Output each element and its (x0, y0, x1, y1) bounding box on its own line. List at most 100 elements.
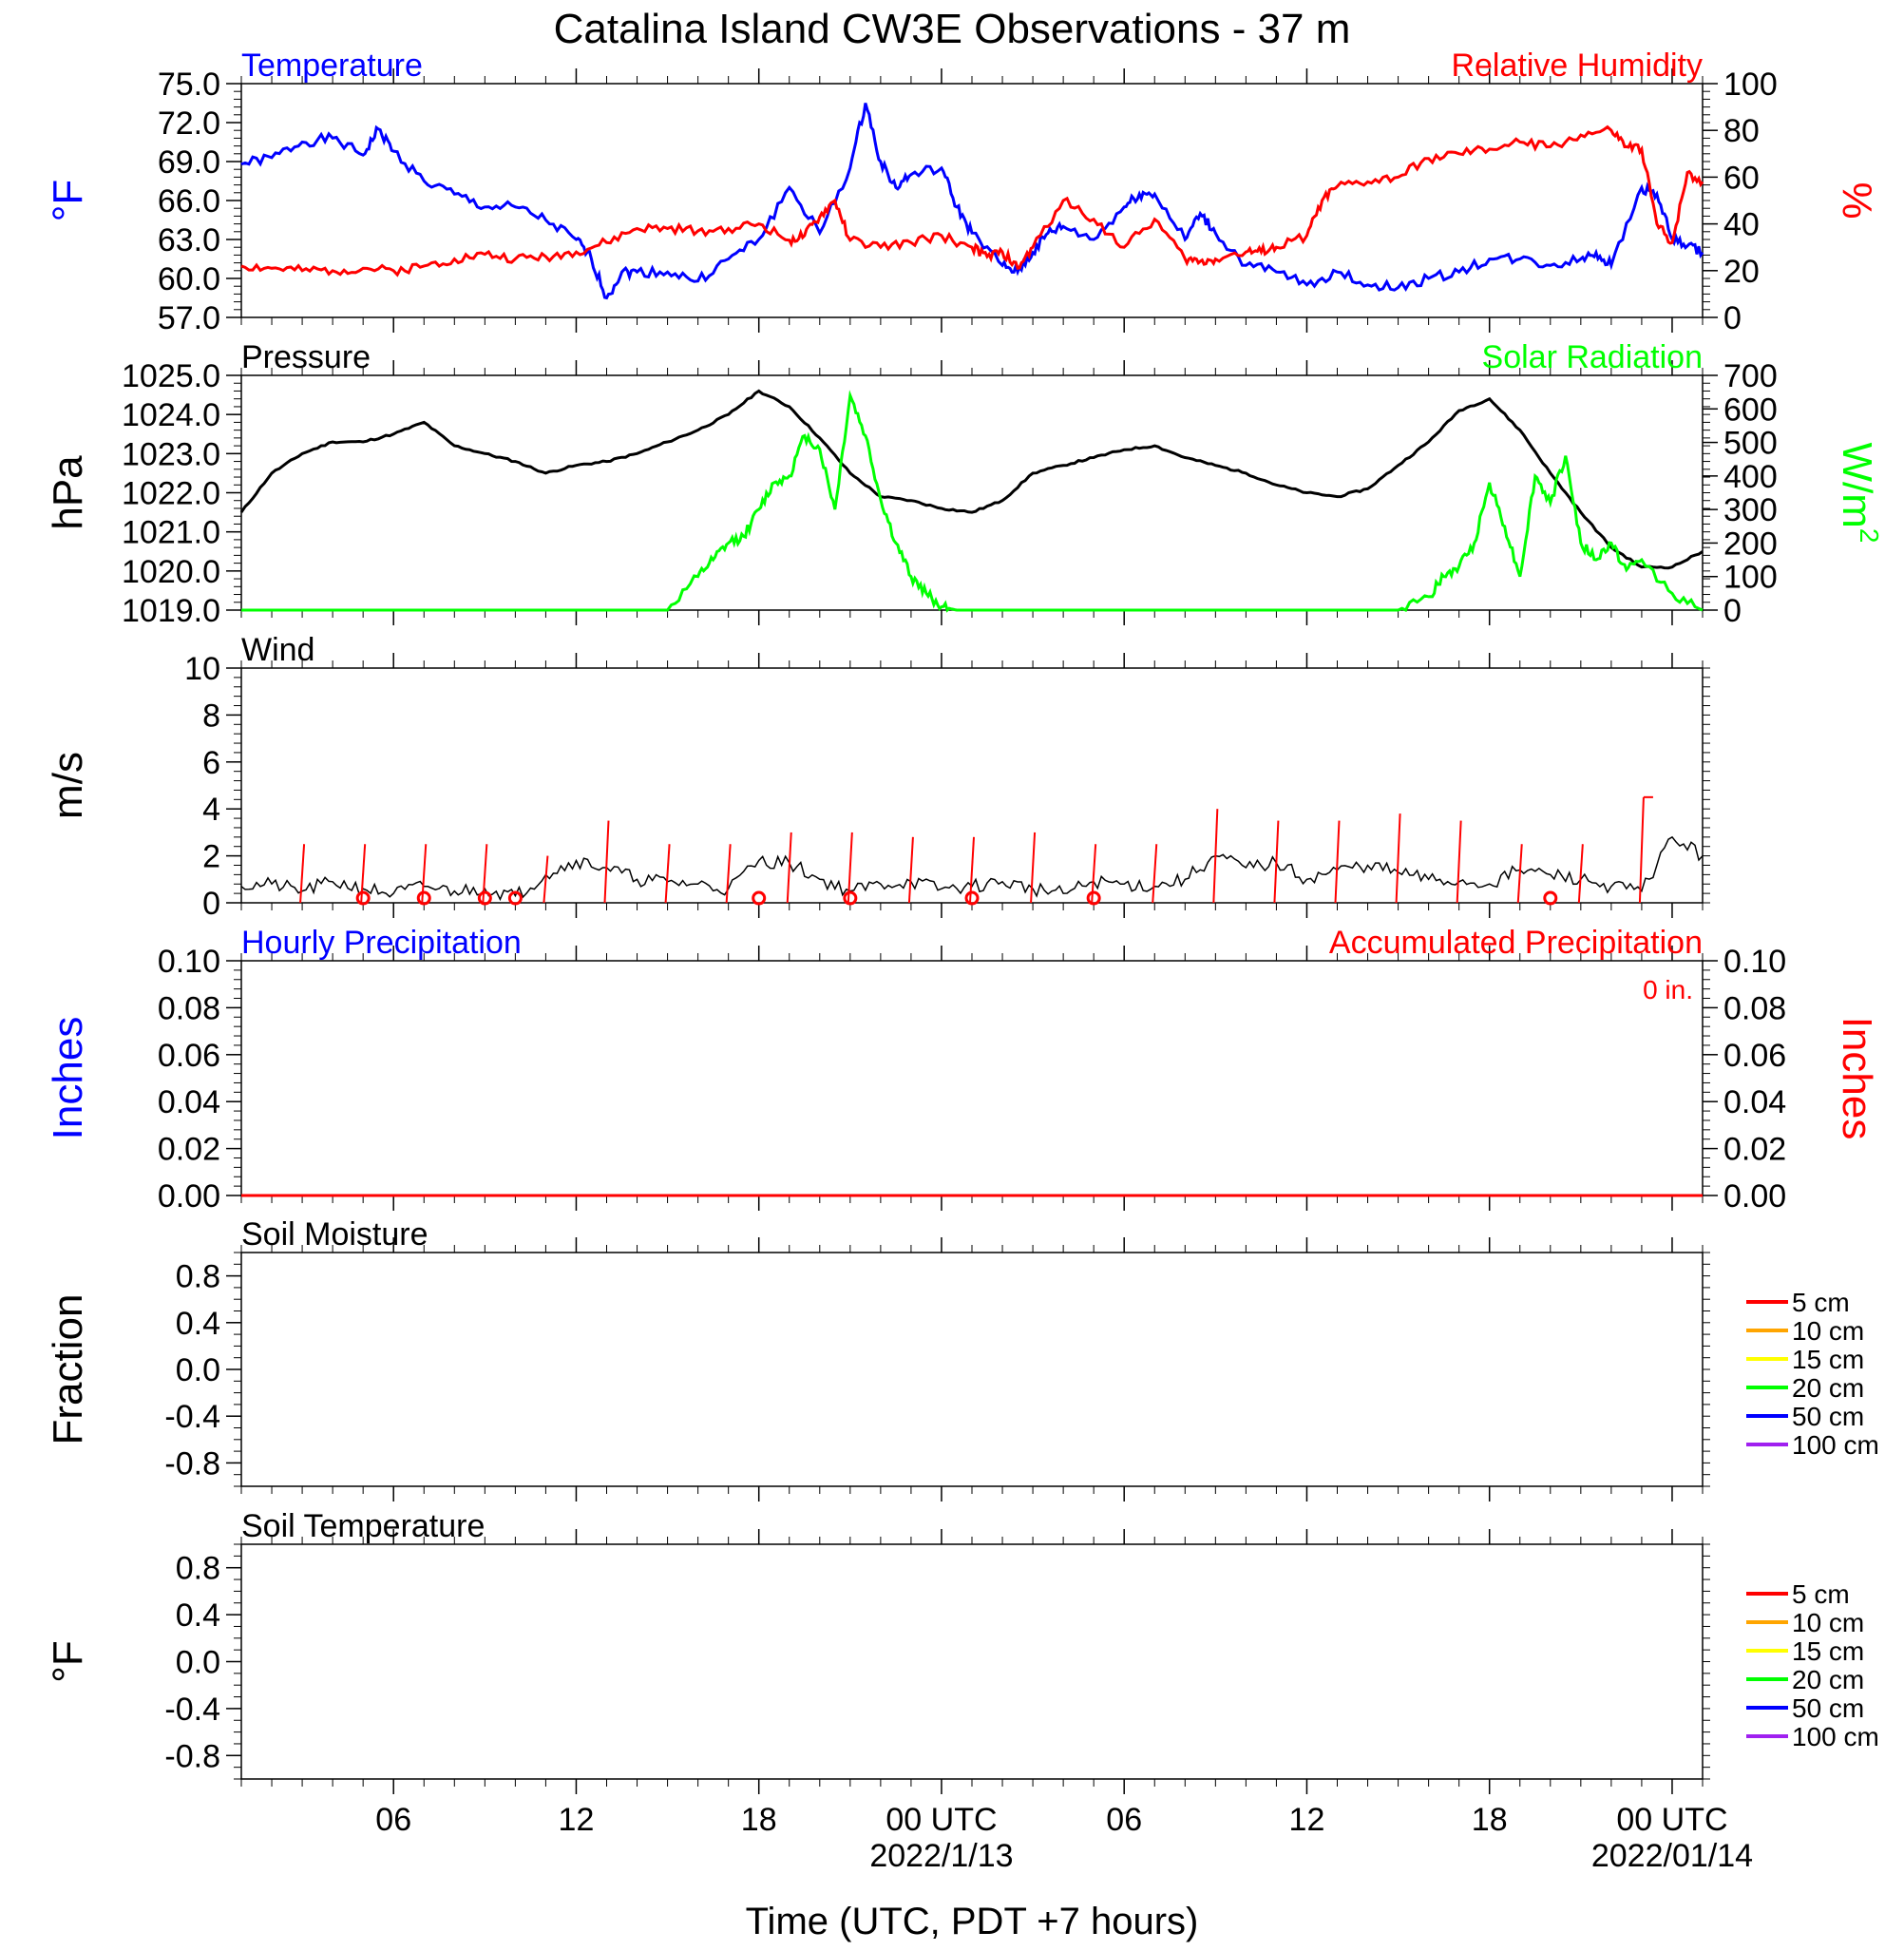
left-tick-label: 1025.0 (122, 358, 220, 394)
left-tick-label: -0.8 (164, 1738, 220, 1774)
right-tick-label: 700 (1723, 358, 1778, 394)
legend-label: 20 cm (1792, 1665, 1864, 1694)
panel-left-title: Soil Moisture (241, 1216, 428, 1253)
left-tick-label: 1023.0 (122, 436, 220, 472)
left-tick-label: 60.0 (158, 261, 220, 297)
right-tick-label: 300 (1723, 492, 1778, 528)
wind-barb (847, 832, 853, 904)
panel-left-title: Pressure (241, 339, 371, 375)
left-tick-label: 1024.0 (122, 397, 220, 433)
left-tick-label: 69.0 (158, 144, 220, 181)
wind-barb (786, 832, 792, 904)
wind-barb (1577, 844, 1584, 904)
wind-barb (1456, 820, 1462, 904)
series-line-pressure (239, 389, 1704, 570)
left-tick-label: -0.4 (164, 1692, 220, 1728)
left-tick-label: 4 (202, 792, 220, 828)
right-tick-label: 0.04 (1723, 1084, 1786, 1120)
right-tick-label: 60 (1723, 160, 1760, 196)
panel-left-title: Wind (241, 632, 314, 668)
panel-right-title: Solar Radiation (1482, 339, 1703, 375)
right-unit-label: W/m2 (1834, 443, 1884, 544)
right-unit-text: Inches (1834, 1017, 1880, 1140)
wind-barb (1395, 813, 1401, 904)
legend-label: 50 cm (1792, 1693, 1864, 1723)
left-tick-label: -0.4 (164, 1399, 220, 1435)
panel-right-title: Accumulated Precipitation (1329, 925, 1703, 961)
left-tick-label: 1020.0 (122, 554, 220, 590)
right-tick-label: 200 (1723, 526, 1778, 562)
left-tick-label: 2 (202, 839, 220, 875)
right-unit-text: % (1834, 182, 1880, 219)
right-tick-label: 500 (1723, 426, 1778, 462)
left-unit-label: Fraction (45, 1294, 91, 1445)
right-tick-label: 100 (1723, 560, 1778, 596)
panel-soil_moisture: 0.8 0.4 0.0 -0.4 -0.8 Soil Moisture Fraction 5 … (45, 1216, 1879, 1502)
right-tick-label: 0.10 (1723, 944, 1786, 980)
calm-wind-circle (752, 890, 767, 906)
left-tick-label: 10 (184, 651, 220, 687)
right-tick-label: 0.08 (1723, 990, 1786, 1026)
left-tick-label: 1019.0 (122, 593, 220, 629)
calm-wind-circle (1086, 890, 1101, 906)
x-tick-label: 12 (559, 1802, 595, 1838)
wind-barb (299, 844, 306, 904)
calm-wind-circle (416, 890, 431, 906)
wind-barb (603, 820, 610, 904)
panel-frame (240, 1252, 1704, 1487)
x-tick-label: 00 UTC (1616, 1802, 1727, 1838)
panel-left-title: Temperature (241, 48, 423, 84)
series-line-relative-humidity (240, 124, 1704, 277)
left-tick-label: 0.10 (158, 944, 220, 980)
right-unit-label: % (1834, 182, 1880, 219)
right-tick-label: 0.02 (1723, 1132, 1786, 1168)
chart-title: Catalina Island CW3E Observations - 37 m (554, 6, 1351, 52)
wind-barb (664, 844, 671, 904)
calm-wind-circle (507, 890, 523, 906)
legend-label: 20 cm (1792, 1373, 1864, 1403)
right-tick-label: 100 (1723, 67, 1778, 103)
x-tick-label: 00 UTC (885, 1802, 997, 1838)
panels: 75.072.069.066.063.060.057.0100806040200… (45, 48, 1884, 1794)
left-tick-label: 0 (202, 886, 220, 922)
left-unit-label: °F (45, 180, 91, 221)
left-tick-label: 72.0 (158, 105, 220, 142)
calm-wind-circle (1543, 890, 1558, 906)
legend-label: 100 cm (1792, 1722, 1879, 1751)
x-tick-label: 18 (1472, 1802, 1508, 1838)
left-tick-label: 75.0 (158, 67, 220, 103)
legend-label: 15 cm (1792, 1636, 1864, 1666)
left-unit-label: Inches (45, 1017, 91, 1140)
panel-left-title: Soil Temperature (241, 1508, 485, 1544)
wind-barb (1516, 844, 1523, 904)
left-tick-label: 0.4 (176, 1306, 220, 1342)
panel-right-title: Relative Humidity (1451, 48, 1703, 84)
right-tick-label: 40 (1723, 207, 1760, 243)
right-tick-label: 0 (1723, 300, 1742, 336)
panel-frame (240, 83, 1704, 318)
legend-label: 5 cm (1792, 1288, 1850, 1317)
wind-barb (1212, 809, 1219, 904)
left-tick-label: 8 (202, 698, 220, 734)
x-date-label: 2022/01/14 (1591, 1838, 1753, 1874)
left-tick-label: 6 (202, 745, 220, 781)
legend-label: 10 cm (1792, 1608, 1864, 1637)
calm-wind-circle (355, 890, 371, 906)
left-tick-label: 63.0 (158, 222, 220, 258)
legend-label: 15 cm (1792, 1345, 1864, 1374)
calm-wind-circle (843, 890, 858, 906)
wind-barb (907, 836, 914, 904)
right-unit-label: Inches (1834, 1017, 1880, 1140)
left-tick-label: 0.00 (158, 1178, 220, 1215)
left-tick-label: 0.4 (176, 1597, 220, 1634)
left-tick-label: -0.8 (164, 1445, 220, 1482)
panel-frame (240, 960, 1704, 1196)
right-tick-label: 20 (1723, 254, 1760, 290)
x-tick-label: 18 (741, 1802, 777, 1838)
left-tick-label: 1021.0 (122, 515, 220, 551)
right-tick-label: 600 (1723, 392, 1778, 428)
left-unit-label: m/s (45, 752, 91, 819)
left-tick-label: 0.8 (176, 1259, 220, 1295)
